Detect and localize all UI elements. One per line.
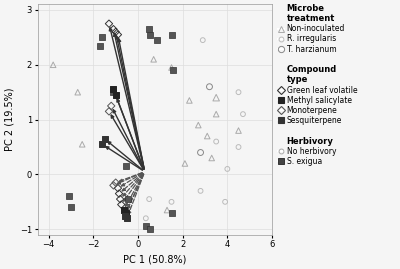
Point [99, 142, 106, 146]
Point [147, 33, 154, 37]
Point [116, 192, 122, 196]
Point [168, 200, 175, 204]
Point [200, 38, 206, 42]
Point [146, 197, 152, 201]
Point [74, 90, 81, 94]
Point [197, 150, 204, 155]
Point [106, 109, 112, 114]
Point [182, 161, 188, 166]
Point [213, 112, 219, 116]
Point [122, 213, 128, 218]
Point [168, 33, 175, 37]
Point [110, 183, 117, 187]
Point [124, 216, 130, 220]
Point [112, 93, 119, 97]
Point [99, 35, 106, 40]
Point [110, 90, 117, 94]
Point [125, 197, 131, 201]
Point [206, 84, 213, 89]
Point [120, 208, 127, 212]
Point [106, 22, 112, 26]
Point [143, 216, 149, 220]
Point [117, 197, 123, 201]
Point [170, 68, 176, 72]
Point [197, 189, 204, 193]
Point [147, 227, 154, 231]
Point [208, 156, 215, 160]
Point [79, 142, 85, 146]
Point [110, 87, 117, 92]
Point [222, 200, 228, 204]
Point [112, 30, 119, 34]
Point [143, 224, 149, 229]
Point [224, 167, 230, 171]
Point [235, 128, 242, 133]
Point [110, 27, 117, 31]
Point [213, 95, 219, 100]
Point [146, 27, 152, 31]
Point [122, 211, 129, 215]
Point [108, 104, 114, 108]
Point [213, 139, 219, 144]
Point [235, 90, 242, 94]
Point [112, 180, 119, 185]
Point [101, 137, 108, 141]
Point [235, 145, 242, 149]
Point [97, 44, 103, 48]
Point [66, 194, 72, 199]
Point [204, 134, 210, 138]
Point [115, 186, 121, 190]
Point [150, 57, 157, 61]
Legend: Microbe
treatment, Non-inoculated, R. irregularis, T. harzianum, 
Compound
type,: Microbe treatment, Non-inoculated, R. ir… [278, 4, 357, 166]
Point [164, 208, 170, 212]
Point [195, 123, 202, 127]
Point [50, 63, 56, 67]
Point [122, 164, 129, 168]
Point [115, 33, 121, 37]
Point [154, 38, 160, 42]
Y-axis label: PC 2 (19.5%): PC 2 (19.5%) [4, 88, 14, 151]
Point [68, 205, 74, 210]
Point [118, 202, 124, 207]
Point [240, 112, 246, 116]
Point [168, 65, 175, 70]
Point [186, 98, 192, 102]
X-axis label: PC 1 (50.8%): PC 1 (50.8%) [123, 255, 186, 265]
Point [168, 211, 175, 215]
